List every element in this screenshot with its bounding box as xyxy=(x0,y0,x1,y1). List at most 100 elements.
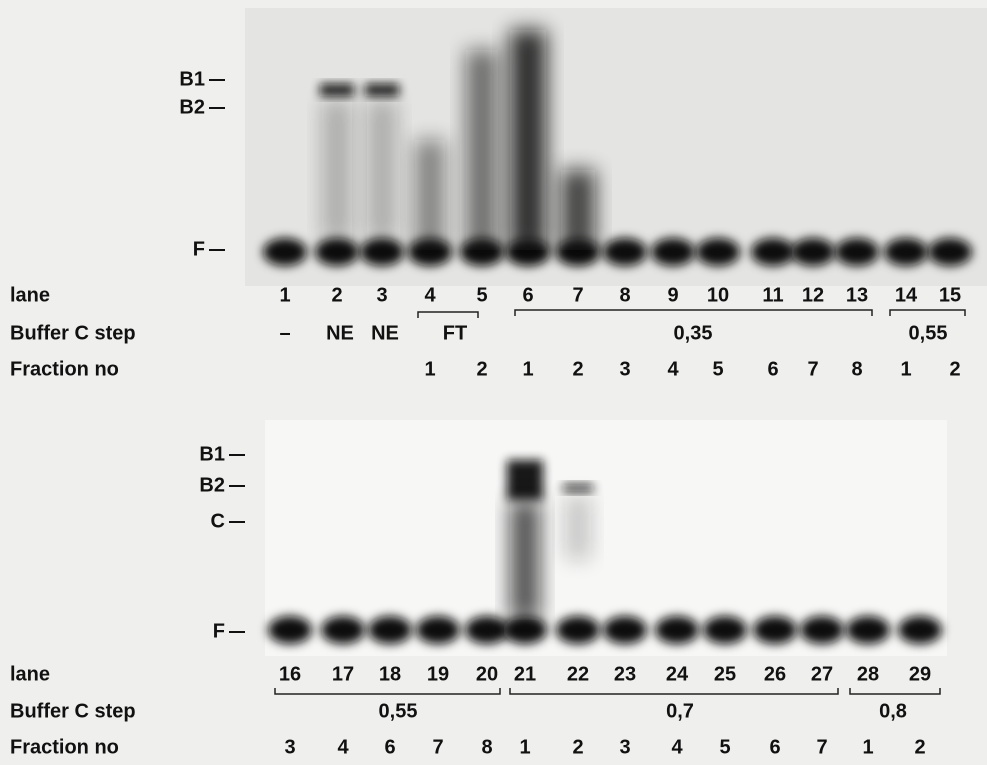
lane-number: 6 xyxy=(522,284,533,306)
row-label: lane xyxy=(10,284,50,306)
buffer-step: 0,55 xyxy=(909,322,948,344)
free-probe-band xyxy=(703,616,747,644)
lane-number: 14 xyxy=(895,284,918,306)
fraction-number: 4 xyxy=(671,736,683,758)
free-probe-band xyxy=(416,616,460,644)
smear xyxy=(322,100,352,240)
lane-number: 26 xyxy=(764,663,786,685)
fraction-number: 5 xyxy=(719,736,730,758)
band-marker: B1 xyxy=(179,68,205,90)
row-label: Fraction no xyxy=(10,736,119,758)
fraction-number: 6 xyxy=(769,736,780,758)
free-probe-band xyxy=(263,238,307,266)
bracket xyxy=(274,688,501,695)
band-marker: B2 xyxy=(179,96,205,118)
band-marker: C xyxy=(211,510,225,532)
fraction-number: 7 xyxy=(816,736,827,758)
free-probe-band xyxy=(603,238,647,266)
smear xyxy=(565,495,591,560)
fraction-number: 7 xyxy=(807,358,818,380)
lane-number: 9 xyxy=(667,284,678,306)
row-label: Buffer C step xyxy=(10,322,136,344)
smear xyxy=(466,50,498,250)
lane-number: 7 xyxy=(572,284,583,306)
gel-bottom xyxy=(265,420,947,656)
free-probe-band xyxy=(321,616,365,644)
free-probe-band xyxy=(928,238,972,266)
smear xyxy=(320,84,354,96)
lane-number: 17 xyxy=(332,663,354,685)
free-probe-band xyxy=(898,616,942,644)
fraction-number: 2 xyxy=(914,736,925,758)
smear xyxy=(507,460,543,500)
fraction-number: 2 xyxy=(476,358,487,380)
lane-number: 18 xyxy=(379,663,401,685)
fraction-number: 2 xyxy=(572,358,583,380)
lane-number: 16 xyxy=(279,663,301,685)
fraction-number: 6 xyxy=(384,736,395,758)
fraction-number: 5 xyxy=(712,358,723,380)
bracket xyxy=(849,688,941,695)
free-probe-band xyxy=(268,616,312,644)
free-probe-band xyxy=(835,238,879,266)
free-probe-band xyxy=(556,616,600,644)
fraction-number: 4 xyxy=(667,358,679,380)
fraction-number: 3 xyxy=(619,358,630,380)
bracket xyxy=(417,311,479,318)
lane-number: 12 xyxy=(802,284,824,306)
smear xyxy=(365,84,399,96)
buffer-step: 0,8 xyxy=(879,700,907,722)
fraction-number: 8 xyxy=(481,736,492,758)
smear xyxy=(415,140,445,250)
free-probe-band xyxy=(465,616,509,644)
band-marker: F xyxy=(213,620,225,642)
free-probe-band xyxy=(603,616,647,644)
lane-number: 11 xyxy=(762,284,783,306)
lane-number: 20 xyxy=(476,663,498,685)
fraction-number: 1 xyxy=(862,736,873,758)
row-label: Fraction no xyxy=(10,358,119,380)
smear xyxy=(561,170,595,250)
lane-number: 29 xyxy=(909,663,931,685)
lane-number: 13 xyxy=(846,284,868,306)
lane-number: 4 xyxy=(424,284,436,306)
buffer-step: – xyxy=(279,322,290,344)
lane-number: 2 xyxy=(331,284,342,306)
lane-number: 27 xyxy=(811,663,833,685)
free-probe-band xyxy=(696,238,740,266)
free-probe-band xyxy=(884,238,928,266)
buffer-step: 0,55 xyxy=(379,700,418,722)
fraction-number: 1 xyxy=(900,358,911,380)
buffer-step: 0,7 xyxy=(666,700,694,722)
buffer-step: 0,35 xyxy=(674,322,713,344)
lane-number: 28 xyxy=(857,663,879,685)
lane-number: 22 xyxy=(567,663,589,685)
lane-number: 23 xyxy=(614,663,636,685)
lane-number: 25 xyxy=(714,663,736,685)
buffer-step: NE xyxy=(371,322,399,344)
bracket xyxy=(509,688,839,695)
free-probe-band xyxy=(751,238,795,266)
fraction-number: 1 xyxy=(519,736,530,758)
free-probe-band xyxy=(753,616,797,644)
lane-number: 10 xyxy=(707,284,729,306)
fraction-number: 3 xyxy=(619,736,630,758)
smear xyxy=(563,484,593,492)
fraction-number: 3 xyxy=(284,736,295,758)
free-probe-band xyxy=(503,616,547,644)
fraction-number: 4 xyxy=(337,736,349,758)
row-label: lane xyxy=(10,663,50,685)
lane-number: 21 xyxy=(514,663,536,685)
free-probe-band xyxy=(360,238,404,266)
lane-number: 19 xyxy=(427,663,449,685)
fraction-number: 7 xyxy=(432,736,443,758)
smear xyxy=(367,100,397,240)
bracket xyxy=(889,309,966,316)
band-marker: B2 xyxy=(199,474,225,496)
fraction-number: 6 xyxy=(767,358,778,380)
bracket xyxy=(514,309,873,316)
fraction-number: 2 xyxy=(949,358,960,380)
free-probe-band xyxy=(800,616,844,644)
row-label: Buffer C step xyxy=(10,700,136,722)
